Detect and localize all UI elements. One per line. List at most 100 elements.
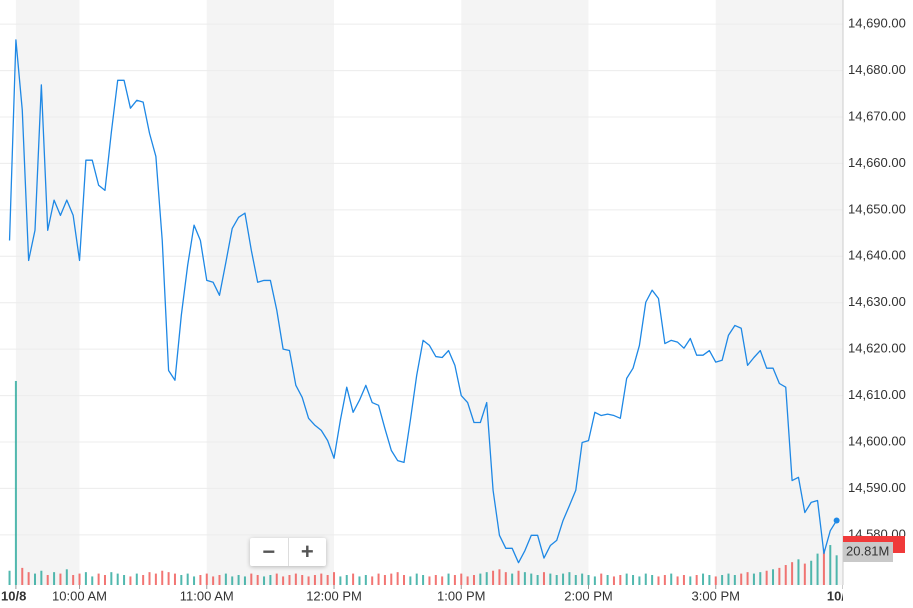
volume-bar xyxy=(759,572,762,585)
volume-bar xyxy=(581,573,584,585)
volume-bar xyxy=(269,575,272,585)
x-tick-label: 10/ xyxy=(827,588,845,603)
volume xyxy=(8,380,838,585)
bands xyxy=(15,0,843,585)
volume-bar xyxy=(816,553,819,585)
volume-bar xyxy=(498,569,501,585)
volume-bar xyxy=(27,572,30,585)
volume-bar xyxy=(733,575,736,585)
volume-bar xyxy=(180,575,183,585)
volume-label: 20.81M xyxy=(846,543,889,558)
zoom-out-button[interactable]: − xyxy=(262,539,276,564)
volume-bar xyxy=(256,575,259,585)
volume-bar xyxy=(288,575,291,585)
volume-bar xyxy=(466,576,469,585)
volume-bar xyxy=(339,576,342,585)
volume-bar xyxy=(606,575,609,585)
y-tick-label: 14,640.00 xyxy=(848,248,906,263)
volume-bar xyxy=(644,573,647,585)
volume-bar xyxy=(218,575,221,585)
volume-bar xyxy=(129,576,132,585)
y-axis: 14,580.0014,590.0014,600.0014,610.0014,6… xyxy=(848,16,906,542)
volume-bar xyxy=(148,572,151,585)
y-tick-label: 14,680.00 xyxy=(848,62,906,77)
volume-bar xyxy=(33,573,36,585)
volume-bar xyxy=(358,576,361,585)
volume-bar xyxy=(574,575,577,585)
volume-bar xyxy=(511,573,514,585)
last-point xyxy=(833,517,840,524)
volume-bar xyxy=(307,576,310,585)
volume-bar xyxy=(791,562,794,585)
x-tick-label: 10:00 AM xyxy=(52,588,107,603)
volume-bar xyxy=(53,572,56,585)
volume-bar xyxy=(250,573,253,585)
zoom-in-button[interactable]: + xyxy=(287,538,327,566)
volume-bar xyxy=(263,576,266,585)
volume-bar xyxy=(485,572,488,585)
y-tick-label: 14,620.00 xyxy=(848,341,906,356)
volume-bar xyxy=(453,575,456,585)
volume-bar xyxy=(549,573,552,585)
volume-bar xyxy=(320,573,323,585)
volume-bar xyxy=(173,573,176,585)
volume-bar xyxy=(600,573,603,585)
volume-bar xyxy=(778,567,781,585)
volume-bar xyxy=(676,576,679,585)
volume-bar xyxy=(383,575,386,585)
volume-bar xyxy=(670,573,673,585)
volume-bar xyxy=(835,555,838,585)
volume-bar xyxy=(721,575,724,585)
x-tick-label: 12:00 PM xyxy=(306,588,362,603)
volume-bar xyxy=(345,575,348,585)
volume-bar xyxy=(562,573,565,585)
volume-bar xyxy=(46,575,49,585)
volume-bar xyxy=(714,576,717,585)
y-tick-label: 14,630.00 xyxy=(848,294,906,309)
volume-bar xyxy=(822,549,825,585)
volume-bar xyxy=(161,570,164,585)
y-tick-label: 14,650.00 xyxy=(848,201,906,216)
volume-bar xyxy=(772,569,775,585)
volume-bar xyxy=(282,576,285,585)
volume-bar xyxy=(523,572,526,585)
volume-bar xyxy=(84,572,87,585)
volume-bar xyxy=(193,576,196,585)
volume-bar xyxy=(765,570,768,585)
volume-bar xyxy=(212,576,215,585)
volume-bar xyxy=(587,575,590,585)
x-tick-label: 1:00 PM xyxy=(437,588,485,603)
volume-bar xyxy=(829,545,832,585)
volume-bar xyxy=(275,573,278,585)
zoom-controls: − + xyxy=(250,538,326,566)
volume-bar xyxy=(415,573,418,585)
volume-bar xyxy=(727,573,730,585)
volume-bar xyxy=(97,573,100,585)
y-tick-label: 14,690.00 xyxy=(848,16,906,31)
volume-bar xyxy=(326,575,329,585)
volume-bar xyxy=(632,575,635,585)
volume-bar xyxy=(110,572,113,585)
x-tick-label: 3:00 PM xyxy=(692,588,740,603)
volume-bar xyxy=(702,573,705,585)
volume-bar xyxy=(103,575,106,585)
volume-bar xyxy=(504,572,507,585)
volume-bar xyxy=(682,575,685,585)
volume-bar xyxy=(612,576,615,585)
volume-bar xyxy=(447,573,450,585)
volume-bar xyxy=(555,575,558,585)
volume-bar xyxy=(116,573,119,585)
volume-bar xyxy=(231,576,234,585)
volume-bar xyxy=(517,570,520,585)
volume-bar xyxy=(625,573,628,585)
volume-badge xyxy=(843,542,893,562)
volume-bar xyxy=(135,573,138,585)
volume-bar xyxy=(663,575,666,585)
volume-bar xyxy=(186,573,189,585)
volume-bar xyxy=(333,572,336,585)
volume-bar xyxy=(205,573,208,585)
volume-bar xyxy=(167,572,170,585)
volume-bar xyxy=(224,573,227,585)
volume-bar xyxy=(403,575,406,585)
